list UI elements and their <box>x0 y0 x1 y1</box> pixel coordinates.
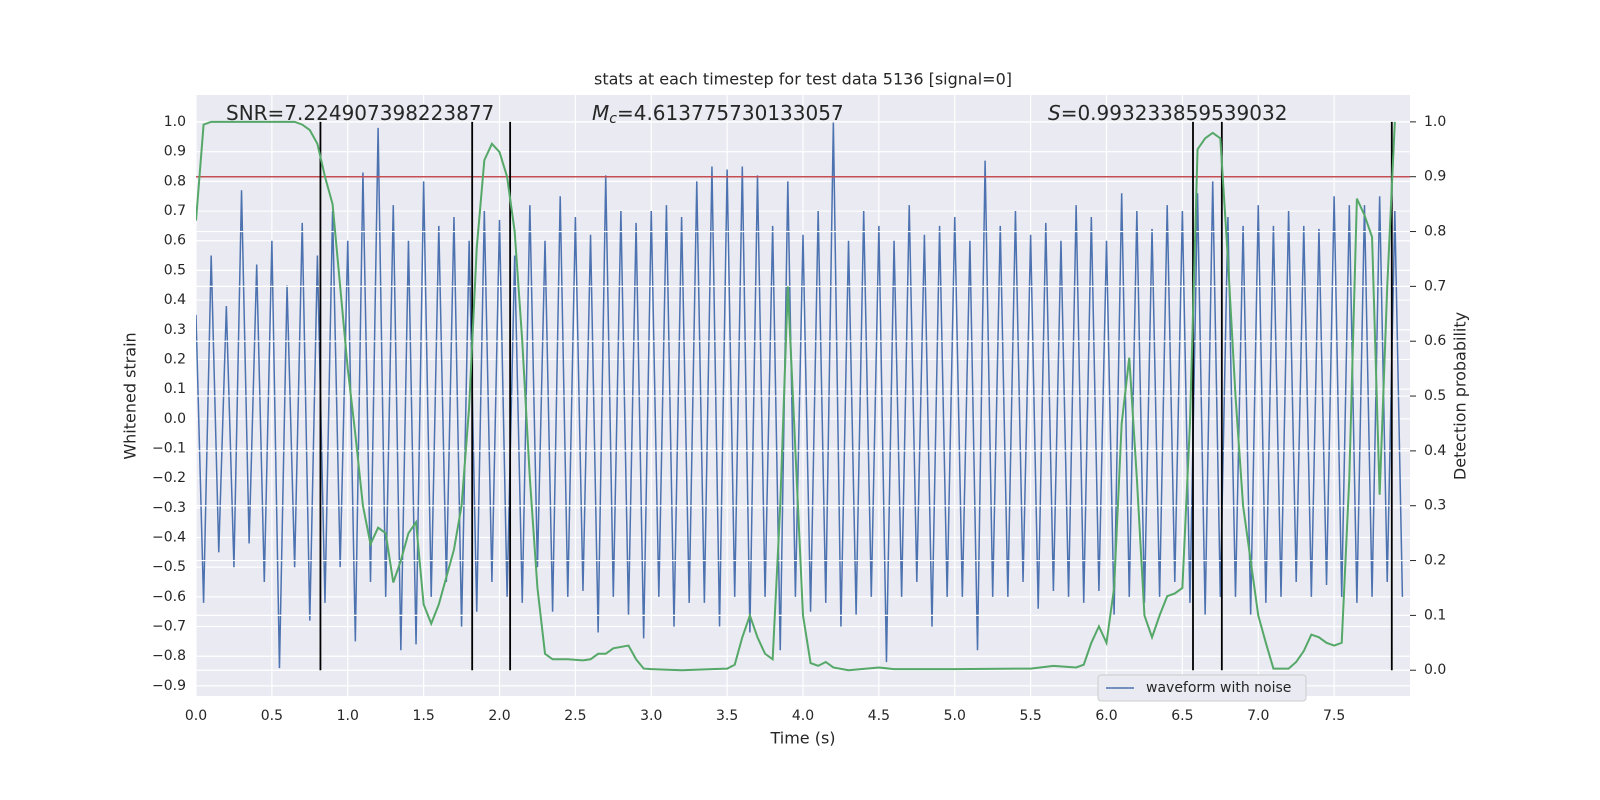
x-tick-label: 4.5 <box>868 708 890 724</box>
y-tick-label: −0.6 <box>152 589 186 605</box>
x-tick-label: 0.0 <box>185 708 207 724</box>
y-tick-label: 0.0 <box>164 411 186 427</box>
y-tick-label: 0.6 <box>164 233 186 249</box>
y-tick-label: 0.8 <box>164 173 186 189</box>
y2-axis-label: Detection probability <box>1451 312 1470 480</box>
y-tick-label: −0.9 <box>152 678 186 694</box>
y-tick-label: −0.8 <box>152 648 186 664</box>
x-tick-label: 2.5 <box>564 708 586 724</box>
y-tick-label: 0.4 <box>164 292 186 308</box>
y-tick-label: 0.2 <box>164 351 186 367</box>
annotation: S=0.993233859539032 <box>1048 101 1287 125</box>
x-tick-label: 5.5 <box>1019 708 1041 724</box>
y2-tick-label: 0.2 <box>1424 553 1446 569</box>
annotation-part: =4.613775730133057 <box>617 101 844 125</box>
y-tick-label: 0.1 <box>164 381 186 397</box>
annotation-part: M <box>592 101 609 125</box>
y-tick-label: 0.3 <box>164 322 186 338</box>
y2-tick-label: 0.5 <box>1424 388 1446 404</box>
y-axis-label: Whitened strain <box>121 332 140 459</box>
y2-tick-label: 0.7 <box>1424 278 1446 294</box>
x-tick-label: 1.5 <box>412 708 434 724</box>
x-tick-label: 5.0 <box>944 708 966 724</box>
y-tick-label: −0.2 <box>152 470 186 486</box>
annotation-part: SNR=7.224907398223877 <box>226 101 494 125</box>
x-tick-label: 7.0 <box>1247 708 1269 724</box>
series-line <box>196 120 1396 672</box>
y2-tick-label: 0.9 <box>1424 169 1446 185</box>
y-tick-label: −0.3 <box>152 500 186 516</box>
y2-tick-label: 0.0 <box>1424 662 1446 678</box>
y2-tick-label: 0.4 <box>1424 443 1446 459</box>
x-tick-label: 4.0 <box>792 708 814 724</box>
x-axis-label: Time (s) <box>769 729 835 748</box>
y-tick-label: 0.7 <box>164 203 186 219</box>
chart-title: stats at each timestep for test data 513… <box>594 70 1012 89</box>
x-tick-label: 0.5 <box>261 708 283 724</box>
y-tick-label: 0.9 <box>164 144 186 160</box>
x-tick-label: 2.0 <box>488 708 510 724</box>
annotation-part: c <box>609 111 617 127</box>
x-tick-label: 7.5 <box>1323 708 1345 724</box>
y-tick-label: 0.5 <box>164 262 186 278</box>
y2-tick-label: 0.8 <box>1424 224 1446 240</box>
annotation: Mc=4.613775730133057 <box>592 101 844 128</box>
x-tick-label: 6.5 <box>1171 708 1193 724</box>
annotation: SNR=7.224907398223877 <box>226 101 494 125</box>
y-tick-label: −0.5 <box>152 559 186 575</box>
x-tick-label: 1.0 <box>337 708 359 724</box>
y-tick-label: −0.4 <box>152 530 186 546</box>
y2-tick-label: 0.3 <box>1424 498 1446 514</box>
y2-tick-label: 0.6 <box>1424 333 1446 349</box>
legend-box <box>1097 674 1307 702</box>
legend-label: waveform with noise <box>1146 680 1291 696</box>
annotation-part: =0.993233859539032 <box>1061 101 1288 125</box>
legend: waveform with noise <box>1097 674 1307 702</box>
x-tick-label: 3.5 <box>716 708 738 724</box>
y2-tick-label: 1.0 <box>1424 114 1446 130</box>
x-tick-label: 6.0 <box>1095 708 1117 724</box>
y-tick-label: 1.0 <box>164 114 186 130</box>
series-line <box>196 121 1404 669</box>
y2-tick-label: 0.1 <box>1424 607 1446 623</box>
x-tick-label: 3.0 <box>640 708 662 724</box>
y-tick-label: −0.1 <box>152 440 186 456</box>
annotation-part: S <box>1048 101 1061 125</box>
y-tick-label: −0.7 <box>152 619 186 635</box>
